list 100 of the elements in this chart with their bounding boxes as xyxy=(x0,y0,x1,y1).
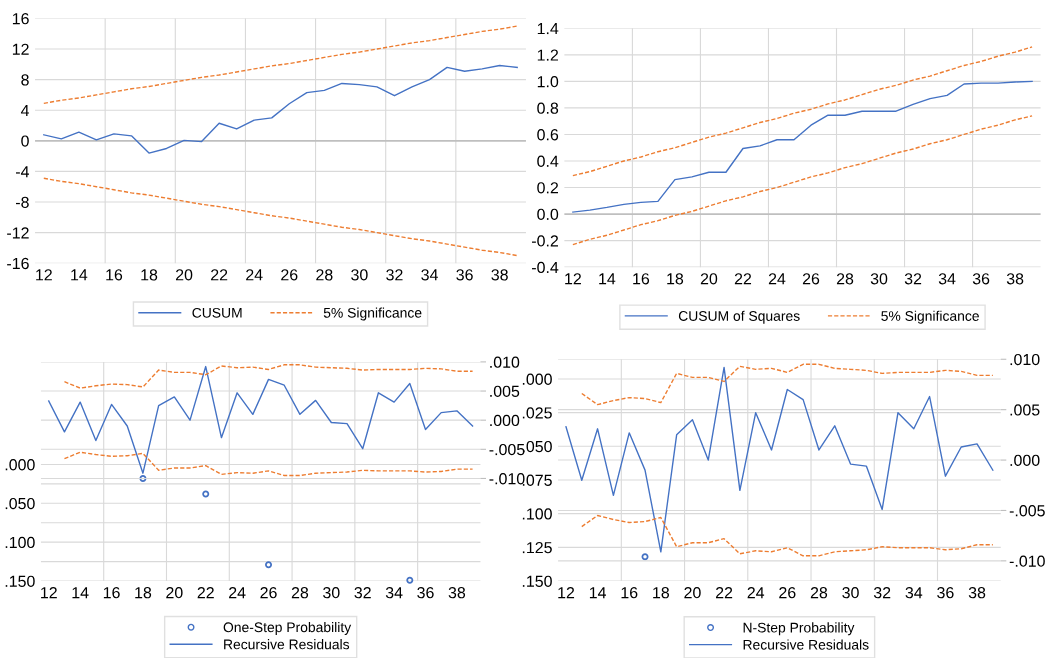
y-tick-label: .150 xyxy=(522,575,552,587)
y2-tick-label: .005 xyxy=(490,385,520,397)
x-tick-label: 16 xyxy=(633,273,650,285)
y-tick-label: -8 xyxy=(15,196,29,208)
x-tick-label: 22 xyxy=(211,269,228,281)
y2-tick-label: .000 xyxy=(1010,454,1040,467)
x-tick-label: 24 xyxy=(246,269,263,281)
x-tick-label: 36 xyxy=(972,273,990,285)
x-tick-label: 36 xyxy=(417,586,434,599)
y-tick-label: .150 xyxy=(5,575,35,587)
legend-label: CUSUM of Squares xyxy=(678,310,800,324)
y2-tick-label: .010 xyxy=(490,356,520,368)
x-tick-label: 14 xyxy=(72,587,89,599)
y2-tick-label: .005 xyxy=(1010,404,1040,416)
x-tick-label: 28 xyxy=(810,586,828,599)
y-tick-label: 16 xyxy=(12,13,29,25)
y2-tick-label: -.005 xyxy=(1009,505,1045,517)
x-tick-label: 32 xyxy=(386,269,403,281)
y-tick-label: .100 xyxy=(5,536,35,549)
y-tick-label: 0 xyxy=(21,135,29,147)
x-tick-label: 34 xyxy=(421,269,438,281)
x-tick-label: 16 xyxy=(621,586,638,599)
y-tick-label: .125 xyxy=(522,541,552,554)
y-tick-label: 4 xyxy=(20,105,30,116)
x-tick-label: 20 xyxy=(166,586,183,599)
x-tick-label: 30 xyxy=(870,273,888,285)
x-tick-label: 14 xyxy=(599,273,616,285)
x-tick-label: 24 xyxy=(768,273,786,285)
y-tick-label: .050 xyxy=(5,497,35,510)
x-tick-label: 30 xyxy=(842,586,859,599)
x-tick-label: 12 xyxy=(41,586,57,599)
legend-label: N-Step Probability xyxy=(743,622,855,636)
y-tick-label: 0.2 xyxy=(537,182,559,194)
y-tick-label: 0.4 xyxy=(537,155,559,167)
y-tick-label: -12 xyxy=(7,227,29,239)
x-tick-label: 20 xyxy=(684,586,701,599)
x-tick-label: 16 xyxy=(103,586,120,599)
x-tick-label: 22 xyxy=(734,273,752,285)
y2-tick-label: -.010 xyxy=(1009,555,1045,567)
y-tick-label: -16 xyxy=(7,257,29,270)
x-tick-label: 30 xyxy=(351,269,368,281)
x-tick-label: 30 xyxy=(323,586,340,599)
x-tick-label: 34 xyxy=(938,273,956,285)
x-tick-label: 28 xyxy=(291,586,309,599)
x-tick-label: 34 xyxy=(905,586,923,599)
x-tick-label: 12 xyxy=(36,269,52,281)
x-tick-label: 22 xyxy=(197,586,214,599)
x-tick-label: 32 xyxy=(873,586,891,599)
y-tick-label: 1.0 xyxy=(537,76,559,88)
x-tick-label: 34 xyxy=(385,586,403,599)
x-tick-label: 26 xyxy=(779,586,796,599)
x-tick-label: 32 xyxy=(904,273,922,285)
x-tick-label: 14 xyxy=(589,587,607,599)
x-tick-label: 28 xyxy=(836,273,854,285)
x-tick-label: 12 xyxy=(558,586,575,599)
y2-tick-label: .010 xyxy=(1010,353,1040,366)
y-tick-label: 1.2 xyxy=(537,49,559,61)
x-tick-label: 26 xyxy=(281,269,298,281)
y-tick-label: 0.6 xyxy=(537,129,559,141)
x-tick-label: 32 xyxy=(354,586,371,599)
x-tick-label: 36 xyxy=(456,269,473,281)
y-tick-label: .000 xyxy=(5,459,35,471)
y2-tick-label: .000 xyxy=(490,414,520,427)
x-tick-label: 38 xyxy=(448,586,466,599)
legend-label: CUSUM xyxy=(192,307,242,318)
x-tick-label: 20 xyxy=(175,269,193,281)
x-tick-label: 24 xyxy=(747,586,765,599)
y-tick-label: 0.8 xyxy=(537,102,559,114)
x-tick-label: 14 xyxy=(71,269,88,281)
x-tick-label: 22 xyxy=(715,586,733,599)
x-tick-label: 16 xyxy=(106,269,123,281)
y-tick-label: .075 xyxy=(522,474,552,486)
x-tick-label: 36 xyxy=(937,586,954,599)
legend-label: Recursive Residuals xyxy=(743,639,869,650)
y-tick-label: -0.4 xyxy=(532,261,559,274)
x-tick-label: 24 xyxy=(229,586,246,599)
y-tick-label: -0.2 xyxy=(532,235,559,247)
x-tick-label: 28 xyxy=(316,269,333,281)
y2-tick-label: -.010 xyxy=(489,473,525,485)
x-tick-label: 18 xyxy=(667,273,684,285)
y-tick-label: .000 xyxy=(522,373,552,385)
y2-tick-label: -.005 xyxy=(489,443,525,456)
legend-label: 5% Significance xyxy=(323,307,422,321)
x-tick-label: 26 xyxy=(260,586,277,599)
x-tick-label: 12 xyxy=(565,273,581,285)
x-tick-label: 18 xyxy=(141,269,158,281)
x-tick-label: 38 xyxy=(491,269,508,281)
y-tick-label: -4 xyxy=(15,166,30,178)
y-tick-label: 1.4 xyxy=(537,23,559,35)
x-tick-label: 38 xyxy=(1006,273,1024,285)
x-tick-label: 38 xyxy=(968,586,986,599)
y-tick-label: .025 xyxy=(522,407,552,419)
y-tick-label: 0.0 xyxy=(537,208,559,221)
x-tick-label: 18 xyxy=(653,586,670,599)
x-tick-label: 20 xyxy=(700,273,718,285)
y-tick-label: .100 xyxy=(522,508,552,520)
legend-label: Recursive Residuals xyxy=(224,639,350,650)
x-tick-label: 18 xyxy=(135,586,152,599)
y-tick-label: 12 xyxy=(12,43,29,55)
legend-label: One-Step Probability xyxy=(223,622,352,635)
